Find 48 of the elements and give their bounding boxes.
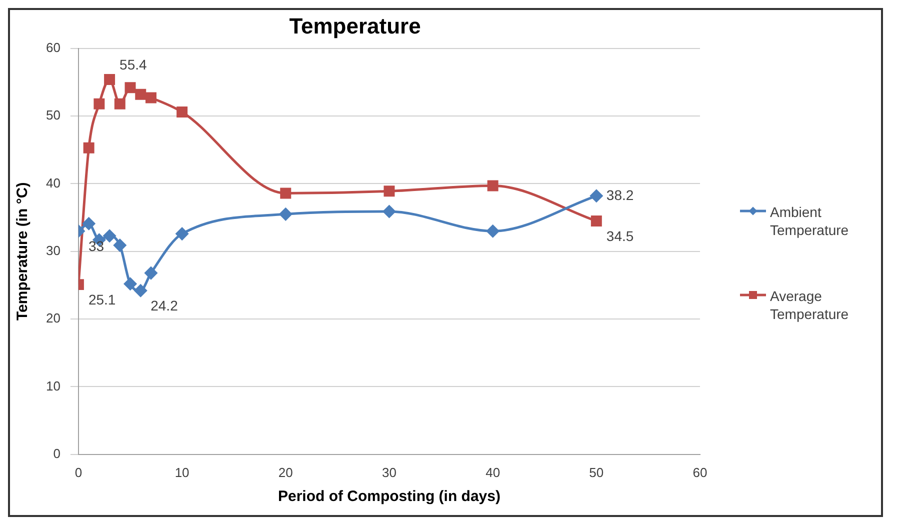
legend-label: Ambient Temperature: [770, 202, 850, 238]
y-tick-label: 20: [46, 310, 60, 326]
y-tick-label: 40: [46, 175, 60, 190]
point: [135, 88, 146, 100]
x-tick-label: 10: [174, 464, 190, 480]
point: [103, 230, 116, 242]
legend-label: Average Temperature: [770, 286, 850, 322]
point: [134, 284, 147, 297]
point: [382, 205, 396, 218]
data-label: 25.1: [88, 291, 116, 308]
x-tick-label: 30: [382, 464, 396, 480]
point: [144, 266, 158, 280]
data-label: 38.2: [606, 186, 634, 203]
point: [176, 228, 188, 240]
point: [384, 186, 395, 197]
point: [590, 215, 602, 226]
point: [590, 190, 603, 202]
y-tick-label: 60: [46, 40, 60, 55]
point: [486, 224, 500, 238]
y-tick-label: 0: [53, 446, 60, 461]
point: [176, 106, 188, 118]
point: [83, 142, 94, 154]
x-tick-label: 0: [74, 464, 82, 480]
data-label: 33: [88, 238, 104, 254]
y-tick-label: 10: [46, 378, 60, 394]
point: [94, 98, 105, 110]
point: [124, 278, 137, 290]
point: [124, 82, 136, 94]
point: [279, 208, 292, 220]
x-tick-label: 20: [278, 464, 293, 480]
point: [145, 92, 156, 104]
chart-title: Temperature: [289, 13, 421, 38]
x-axis-title: Period of Composting (in days): [278, 488, 500, 506]
point: [104, 74, 116, 86]
data-label: 55.4: [120, 56, 147, 72]
point: [487, 180, 498, 192]
data-label: 34.5: [606, 228, 634, 244]
y-tick-label: 50: [46, 108, 60, 123]
point: [114, 98, 126, 110]
x-tick-label: 50: [589, 464, 604, 480]
point: [280, 188, 292, 199]
data-label: 24.2: [150, 298, 178, 314]
x-tick-label: 60: [692, 464, 708, 480]
point: [114, 239, 126, 252]
y-tick-label: 30: [46, 242, 60, 258]
x-tick-label: 40: [486, 464, 500, 480]
y-axis-title: Temperature (in °C): [14, 182, 32, 321]
point: [82, 217, 96, 230]
